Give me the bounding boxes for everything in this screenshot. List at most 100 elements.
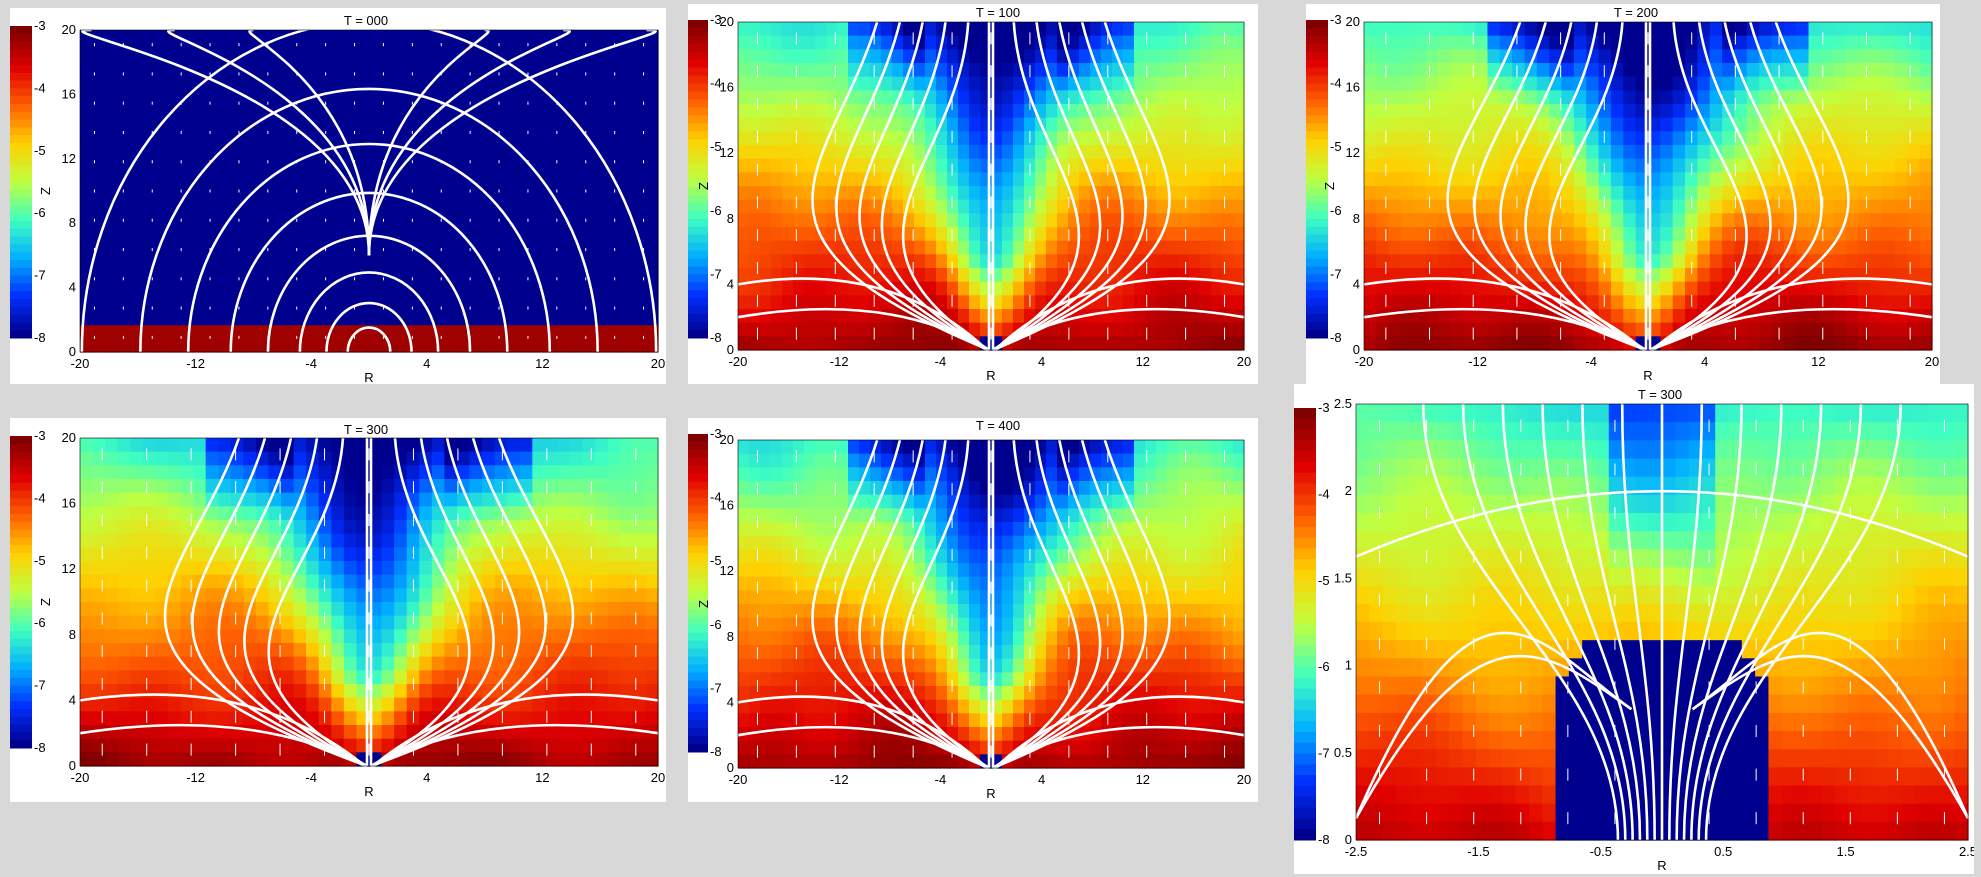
colorbar-segment: [688, 712, 708, 721]
chart-panel-6: -3 -4 -5 -6 -7 -8 0 0.5 1 1.5 2 2.5 -2.5 -1.5 -0.5 0.5 1…: [1294, 384, 1974, 874]
colorbar-tick-label: -5: [34, 553, 46, 568]
chart-panel-5: -3 -4 -5 -6 -7 -8 0 4 8 12 16 20 -20 -12 -4 4 12 20 R Z T = …: [688, 418, 1258, 802]
colorbar-segment: [688, 608, 708, 618]
colorbar-segment: [10, 127, 32, 136]
field-line: [370, 437, 521, 768]
field-line: [1704, 403, 1902, 841]
x-tick-label: -12: [186, 770, 205, 785]
colorbar-segment: [1306, 314, 1328, 323]
field-line: [1691, 631, 1970, 819]
chart-svg: -3 -4 -5 -6 -7 -8 0 4 8 12 16 20 -20 -12 -4 4 12 20 R Z T = …: [688, 5, 1251, 383]
x-tick-label: 12: [535, 770, 549, 785]
y-tick-label: 0: [727, 760, 734, 775]
colorbar-segment: [10, 654, 32, 663]
colorbar-segment: [1306, 226, 1328, 236]
field-line: [367, 28, 657, 256]
colorbar-tick-label: -6: [710, 617, 722, 632]
field-line: [1548, 21, 1647, 352]
colorbar-segment: [10, 701, 32, 710]
y-tick-label: 20: [62, 22, 76, 37]
colorbar-segment: [10, 197, 32, 206]
colorbar-tick-label: -8: [710, 744, 722, 759]
y-tick-label: 4: [727, 276, 734, 291]
chart-svg: -3 -4 -5 -6 -7 -8 0 0.5 1 1.5 2 2.5 -2.5 -1.5 -0.5 0.5 1…: [1294, 387, 1974, 873]
colorbar-segment: [688, 704, 708, 713]
colorbar-segment: [10, 436, 32, 445]
y-tick-label: 20: [720, 14, 734, 29]
colorbar-segment: [1294, 829, 1316, 841]
x-axis-label: R: [986, 368, 995, 383]
colorbar-segment: [1294, 818, 1316, 830]
field-line: [167, 28, 371, 256]
colorbar-segment: [688, 266, 708, 275]
x-tick-label: -12: [186, 356, 205, 371]
colorbar-segment: [10, 72, 32, 82]
colorbar-segment: [1306, 274, 1328, 283]
colorbar-tick-label: -5: [1318, 573, 1330, 588]
field-line: [139, 87, 599, 353]
colorbar-segment: [1306, 242, 1328, 252]
colorbar-segment: [688, 35, 708, 45]
colorbar-segment: [10, 677, 32, 687]
field-line: [1675, 403, 1743, 841]
colorbar-segment: [10, 267, 32, 277]
colorbar-segment: [10, 459, 32, 468]
colorbar-segment: [10, 213, 32, 222]
colorbar-segment: [10, 26, 32, 35]
colorbar-tick-label: -4: [34, 80, 46, 95]
x-tick-label: -4: [1585, 354, 1597, 369]
colorbar-segment: [688, 664, 708, 673]
field-line: [1668, 403, 1704, 841]
colorbar-tick-label: -4: [1330, 76, 1342, 91]
y-axis-label: Z: [38, 187, 53, 195]
colorbar-segment: [10, 553, 32, 562]
x-tick-label: 12: [1136, 354, 1150, 369]
colorbar-segment: [688, 736, 708, 745]
colorbar-segment: [1306, 186, 1328, 196]
colorbar-tick-label: -6: [1318, 659, 1330, 674]
colorbar-segment: [688, 577, 708, 586]
colorbar-segment: [10, 182, 32, 191]
colorbar: -3 -4 -5 -6 -7 -8: [1294, 400, 1330, 847]
colorbar-segment: [1294, 699, 1316, 711]
colorbar-segment: [1306, 250, 1328, 259]
colorbar-segment: [688, 616, 708, 626]
field-line: [79, 723, 366, 768]
field-line: [992, 439, 1171, 770]
colorbar-segment: [10, 236, 32, 245]
field-line: [901, 439, 990, 770]
colorbar-segment: [10, 623, 32, 632]
velocity-arrows: [756, 32, 1226, 340]
colorbar-segment: [10, 322, 32, 331]
colorbar-segment: [10, 119, 32, 128]
field-line: [835, 439, 990, 770]
colorbar-segment: [10, 158, 32, 167]
y-axis-label: Z: [696, 182, 711, 190]
colorbar-tick-label: -5: [710, 139, 722, 154]
x-tick-label: -20: [71, 770, 90, 785]
y-tick-label: 8: [1353, 211, 1360, 226]
colorbar-segment: [688, 115, 708, 124]
field-line: [267, 437, 368, 768]
x-tick-label: 20: [1925, 354, 1939, 369]
y-tick-label: 16: [720, 80, 734, 95]
y-tick-label: 1: [1345, 658, 1352, 673]
colorbar-tick-label: -5: [1330, 139, 1342, 154]
colorbar-segment: [10, 615, 32, 624]
colorbar-tick-label: -5: [710, 553, 722, 568]
field-line: [1446, 21, 1647, 352]
colorbar-segment: [10, 166, 32, 175]
x-axis-label: R: [1643, 368, 1652, 383]
chart-svg: -3 -4 -5 -6 -7 -8 0 4 8 12 16 20 -20 -12 -4 4 12 20 R Z T = …: [10, 422, 665, 799]
field-line: [811, 439, 990, 770]
x-tick-label: 4: [423, 770, 430, 785]
field-line: [325, 301, 413, 353]
colorbar-segment: [1306, 330, 1328, 339]
field-line: [994, 725, 1245, 770]
x-tick-label: -4: [305, 356, 317, 371]
colorbar-segment: [1306, 91, 1328, 100]
colorbar-segment: [688, 521, 708, 530]
field-lines: [79, 437, 659, 768]
field-line: [737, 277, 988, 351]
x-tick-label: 20: [651, 770, 665, 785]
